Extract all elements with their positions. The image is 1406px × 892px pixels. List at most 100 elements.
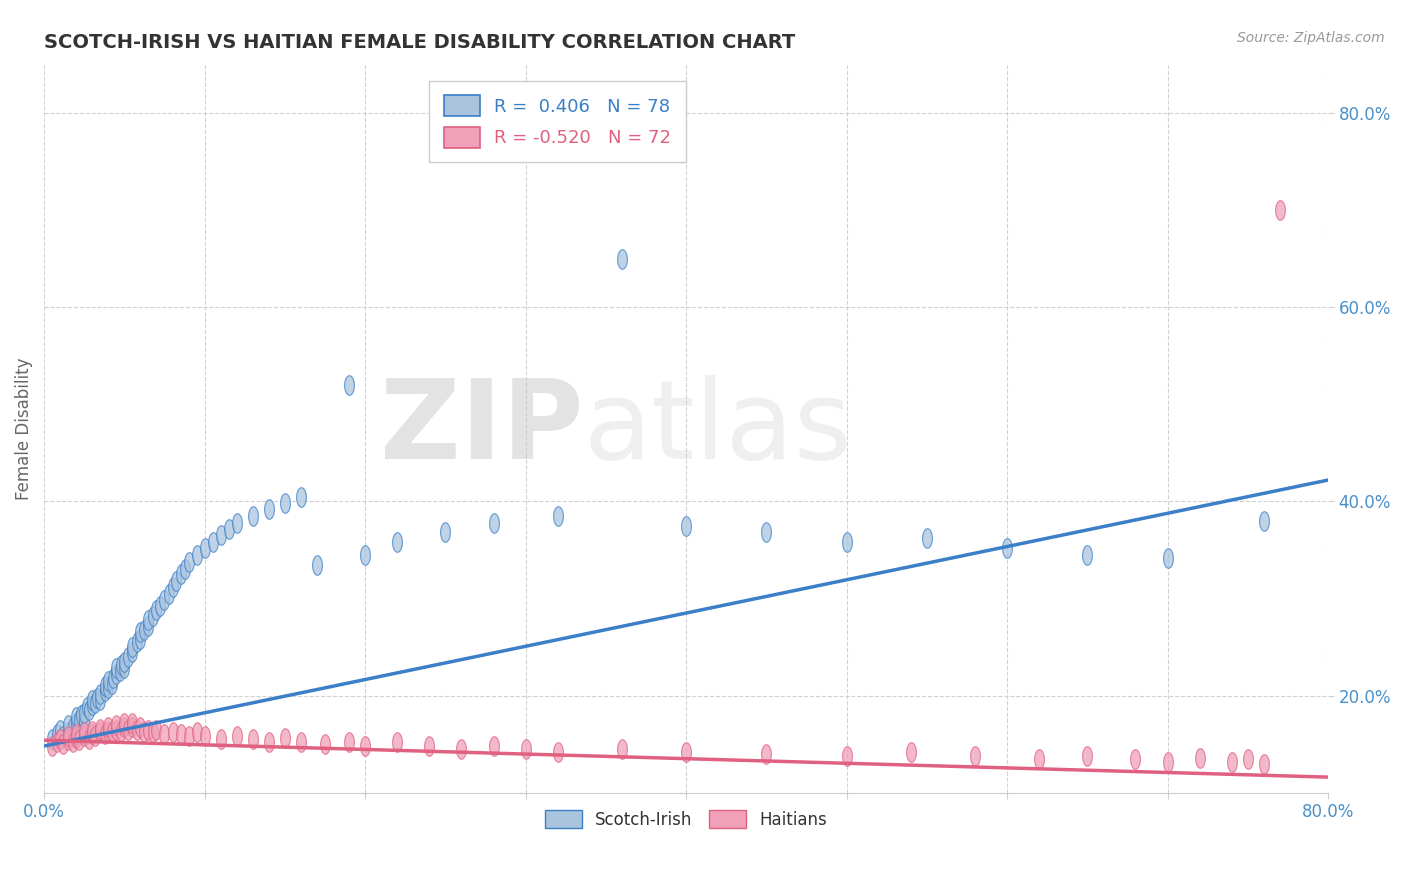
- Point: [900, 745, 922, 759]
- Point: [65, 727, 87, 741]
- Point: [177, 555, 200, 569]
- Point: [1076, 748, 1098, 763]
- Point: [89, 725, 111, 739]
- Point: [169, 567, 191, 582]
- Point: [1156, 550, 1178, 565]
- Point: [67, 713, 90, 727]
- Point: [547, 508, 569, 523]
- Point: [290, 735, 312, 749]
- Point: [65, 710, 87, 724]
- Point: [138, 618, 160, 632]
- Point: [121, 640, 143, 654]
- Point: [121, 645, 143, 659]
- Point: [242, 732, 264, 747]
- Point: [56, 729, 79, 743]
- Legend: Scotch-Irish, Haitians: Scotch-Irish, Haitians: [538, 804, 834, 835]
- Point: [1253, 514, 1275, 528]
- Point: [274, 731, 297, 746]
- Point: [76, 700, 98, 714]
- Point: [142, 609, 165, 624]
- Point: [110, 657, 132, 672]
- Point: [112, 655, 135, 669]
- Y-axis label: Female Disability: Female Disability: [15, 358, 32, 500]
- Point: [257, 735, 280, 749]
- Point: [94, 679, 117, 693]
- Point: [354, 739, 377, 753]
- Point: [194, 729, 217, 743]
- Point: [84, 696, 107, 710]
- Point: [129, 720, 152, 734]
- Point: [387, 535, 409, 549]
- Point: [82, 698, 104, 713]
- Point: [145, 603, 167, 617]
- Point: [755, 747, 778, 761]
- Point: [97, 723, 120, 738]
- Point: [1253, 756, 1275, 771]
- Point: [105, 667, 128, 681]
- Point: [56, 725, 79, 739]
- Point: [1188, 750, 1211, 764]
- Point: [194, 541, 217, 555]
- Point: [94, 683, 117, 698]
- Point: [165, 574, 187, 588]
- Point: [153, 727, 176, 741]
- Point: [354, 548, 377, 562]
- Point: [418, 739, 440, 753]
- Point: [46, 735, 69, 749]
- Point: [162, 580, 184, 594]
- Point: [52, 729, 75, 743]
- Point: [337, 735, 360, 749]
- Point: [70, 708, 93, 723]
- Point: [105, 661, 128, 675]
- Point: [995, 541, 1018, 555]
- Point: [177, 729, 200, 743]
- Point: [82, 727, 104, 741]
- Point: [145, 723, 167, 737]
- Point: [112, 661, 135, 675]
- Point: [121, 720, 143, 734]
- Point: [547, 745, 569, 759]
- Point: [186, 548, 208, 562]
- Point: [915, 531, 938, 545]
- Point: [129, 625, 152, 640]
- Point: [89, 693, 111, 707]
- Point: [835, 535, 858, 549]
- Point: [290, 490, 312, 504]
- Point: [127, 635, 149, 649]
- Point: [314, 737, 336, 751]
- Point: [1125, 752, 1147, 766]
- Point: [112, 715, 135, 730]
- Point: [117, 723, 139, 737]
- Point: [52, 737, 75, 751]
- Point: [610, 252, 633, 266]
- Point: [1028, 752, 1050, 766]
- Point: [482, 516, 505, 530]
- Point: [835, 748, 858, 763]
- Point: [186, 725, 208, 739]
- Point: [73, 714, 96, 728]
- Point: [97, 673, 120, 688]
- Point: [157, 587, 180, 601]
- Point: [82, 723, 104, 738]
- Point: [65, 715, 87, 730]
- Point: [46, 727, 69, 741]
- Point: [86, 690, 108, 705]
- Point: [77, 703, 100, 717]
- Point: [138, 613, 160, 627]
- Point: [121, 715, 143, 730]
- Point: [77, 732, 100, 747]
- Text: SCOTCH-IRISH VS HAITIAN FEMALE DISABILITY CORRELATION CHART: SCOTCH-IRISH VS HAITIAN FEMALE DISABILIT…: [44, 33, 796, 52]
- Point: [49, 723, 72, 737]
- Point: [209, 732, 232, 747]
- Point: [73, 706, 96, 720]
- Text: ZIP: ZIP: [380, 375, 583, 482]
- Point: [387, 735, 409, 749]
- Point: [127, 723, 149, 737]
- Point: [105, 723, 128, 737]
- Point: [97, 681, 120, 695]
- Point: [755, 525, 778, 540]
- Point: [1220, 755, 1243, 769]
- Point: [1076, 548, 1098, 562]
- Point: [1156, 755, 1178, 769]
- Point: [142, 725, 165, 739]
